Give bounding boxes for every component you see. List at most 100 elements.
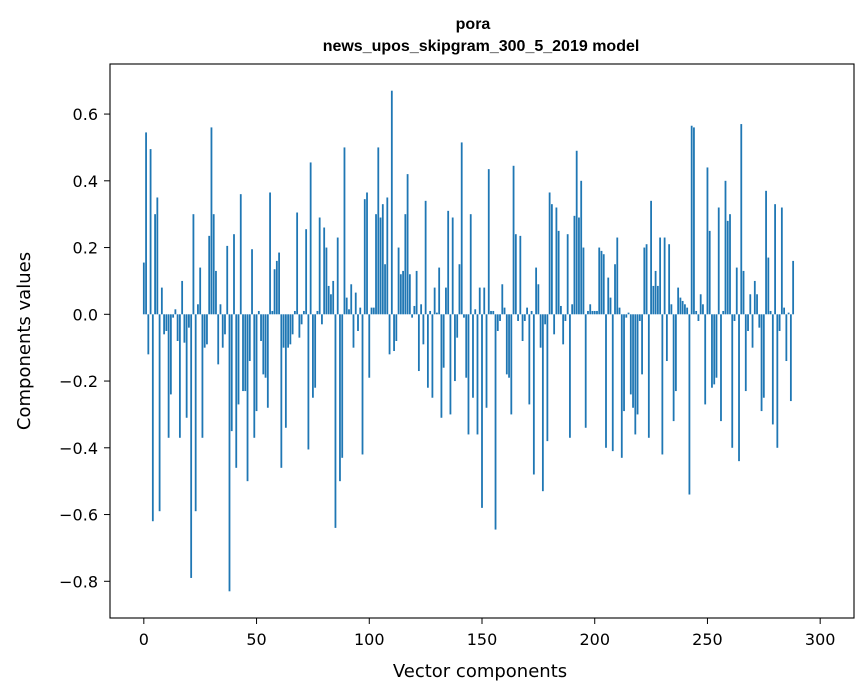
- bar: [176, 314, 179, 341]
- bar: [451, 217, 454, 315]
- bar: [460, 142, 463, 315]
- bar: [275, 260, 278, 315]
- bar: [449, 314, 452, 415]
- bar: [228, 314, 231, 592]
- bar: [735, 267, 738, 315]
- bar: [289, 314, 292, 345]
- bar: [142, 262, 145, 315]
- bar: [388, 314, 391, 355]
- bar: [296, 212, 299, 315]
- bar: [713, 314, 716, 385]
- bar: [314, 314, 317, 388]
- bar: [183, 314, 186, 343]
- bar: [221, 314, 224, 348]
- bar: [762, 314, 765, 398]
- bar: [758, 314, 761, 328]
- bar: [165, 314, 168, 331]
- bar: [699, 294, 702, 315]
- bar: [379, 217, 382, 315]
- bar: [490, 310, 492, 315]
- bar: [760, 314, 763, 412]
- bar: [544, 314, 547, 325]
- bar: [765, 190, 767, 315]
- bar: [341, 314, 344, 458]
- bar: [521, 314, 524, 341]
- bar: [526, 307, 528, 315]
- bar: [756, 294, 758, 315]
- bar: [616, 237, 619, 315]
- bar: [194, 314, 197, 512]
- bar: [535, 267, 538, 315]
- bar: [413, 305, 416, 315]
- bar: [481, 314, 483, 508]
- bar: [789, 314, 792, 402]
- bar: [178, 314, 181, 438]
- bar: [149, 149, 152, 315]
- bar: [278, 252, 280, 315]
- bar: [661, 314, 664, 455]
- bar: [654, 270, 657, 315]
- bar: [384, 264, 386, 315]
- bar: [530, 310, 533, 315]
- bar: [575, 150, 578, 315]
- bar: [720, 314, 722, 422]
- bar: [215, 270, 217, 315]
- bar: [708, 230, 711, 315]
- bar: [636, 314, 639, 415]
- bar: [406, 174, 409, 315]
- bar: [510, 314, 513, 415]
- bar: [496, 314, 499, 331]
- bar: [230, 314, 233, 432]
- bar: [774, 204, 776, 315]
- bar: [528, 314, 531, 405]
- bar: [330, 294, 332, 315]
- bar: [300, 314, 303, 325]
- bar: [359, 307, 362, 315]
- bar: [780, 207, 783, 315]
- bar: [208, 235, 211, 315]
- bar: [783, 307, 786, 315]
- bar: [607, 277, 610, 315]
- bar: [605, 314, 607, 448]
- bar: [381, 204, 384, 315]
- bar: [212, 214, 215, 315]
- bar: [634, 314, 637, 435]
- bar: [672, 314, 675, 422]
- bar: [778, 314, 781, 331]
- bar: [717, 207, 720, 315]
- bar: [370, 307, 373, 315]
- bar: [726, 220, 729, 315]
- y-tick-label: −0.8: [59, 572, 98, 591]
- bar: [584, 314, 587, 428]
- bar: [602, 254, 605, 315]
- bar: [172, 314, 175, 318]
- x-tick-label: 50: [246, 630, 266, 649]
- y-tick-label: −0.4: [59, 439, 98, 458]
- bar: [600, 250, 603, 315]
- bar: [555, 207, 558, 315]
- bar: [580, 180, 583, 315]
- bar: [632, 314, 634, 408]
- y-axis-ticks: −0.8 −0.6 −0.4 −0.2 0.0 0.2 0.4 0.6: [59, 105, 110, 591]
- bar: [546, 314, 549, 442]
- bar: [151, 314, 154, 522]
- bar: [690, 125, 693, 315]
- bar: [704, 314, 707, 405]
- bar: [652, 285, 655, 315]
- bar: [731, 314, 734, 448]
- x-tick-label: 250: [692, 630, 723, 649]
- bar: [160, 287, 163, 315]
- bar: [560, 305, 562, 315]
- bar: [377, 147, 380, 315]
- bar: [474, 309, 477, 315]
- bar: [393, 314, 395, 352]
- bar: [566, 234, 569, 315]
- y-tick-label: 0.0: [73, 305, 98, 324]
- bar: [487, 169, 490, 315]
- bar: [695, 310, 698, 315]
- bar: [598, 247, 601, 315]
- bar: [167, 314, 170, 438]
- bar: [501, 284, 504, 315]
- bar: [158, 314, 161, 512]
- bar: [154, 214, 156, 315]
